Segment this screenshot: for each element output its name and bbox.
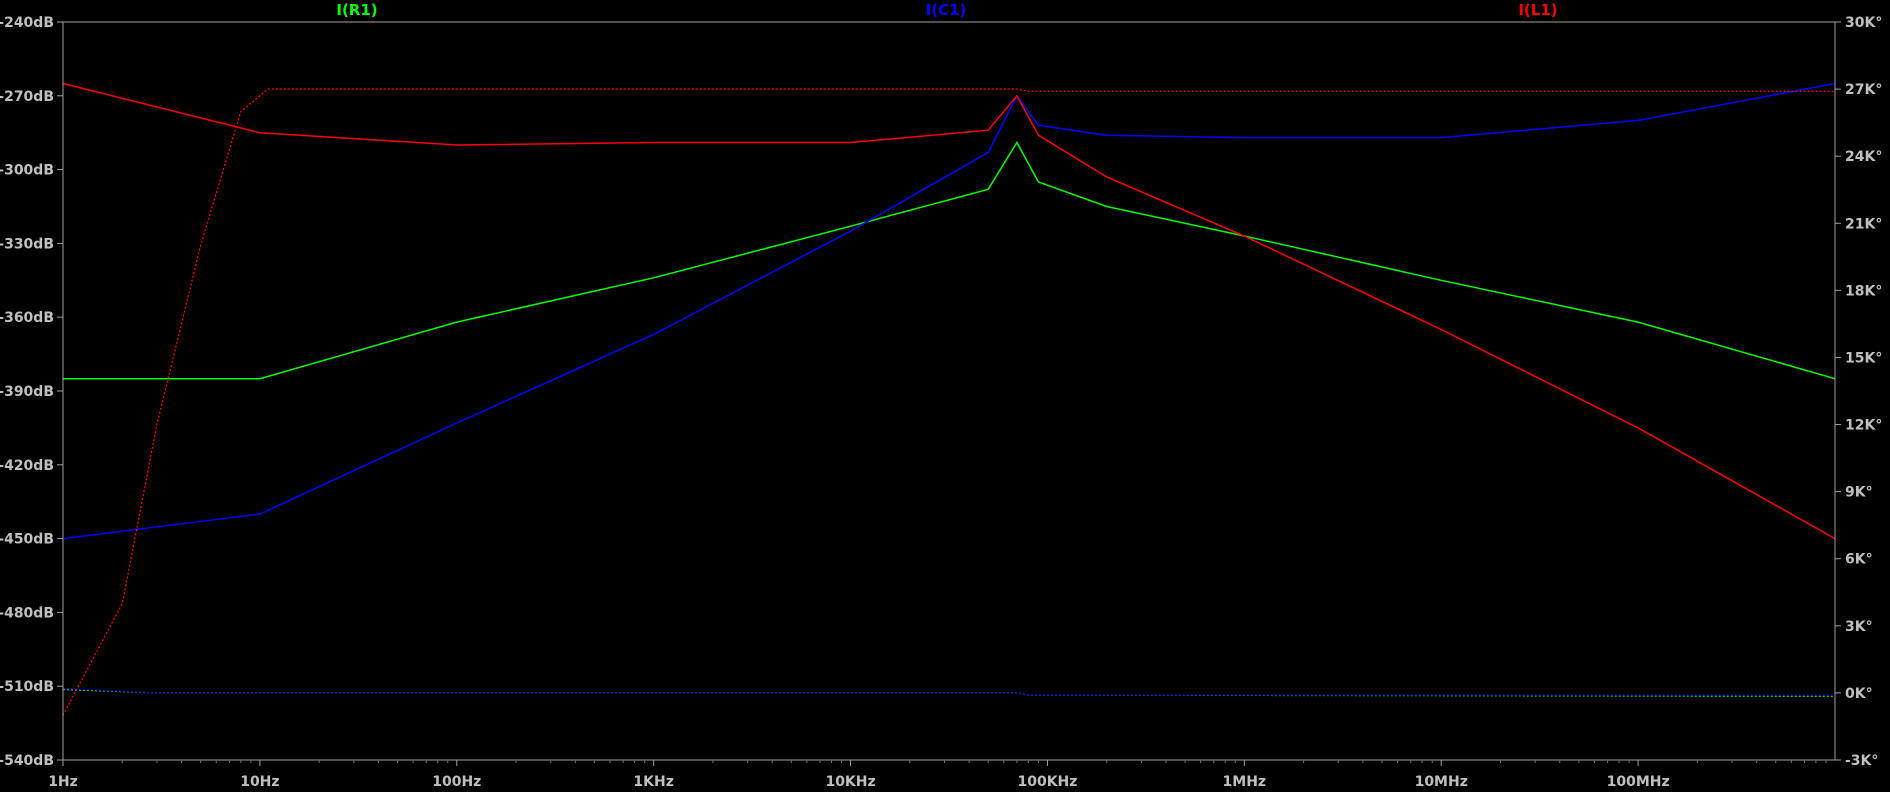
x-tick-label: 10MHz (1415, 774, 1468, 790)
phase-line-i-r1 (62, 689, 1836, 697)
legend: I(R1) I(C1) I(L1) (336, 1, 1557, 19)
y-left-tick-label: -480dB (0, 605, 54, 621)
magnitude-line-i-l1 (62, 82, 1836, 540)
y-right-tick-label: 9K° (1845, 485, 1873, 501)
x-tick-label: 10KHz (825, 774, 875, 790)
x-tick-label: 100KHz (1017, 774, 1077, 790)
y-left-tick-label: -270dB (0, 89, 54, 105)
y-left-tick-label: -330dB (0, 236, 54, 252)
y-left-tick-label: -390dB (0, 384, 54, 400)
legend-i-r1: I(R1) (336, 1, 377, 19)
y-right-tick-label: -3K° (1845, 753, 1878, 769)
y-right-tick-label: 30K° (1845, 15, 1882, 31)
y-axis-left: -240dB -270dB -300dB -330dB -360dB -390dB -420… (0, 15, 63, 769)
magnitude-line-i-r1 (63, 141, 1836, 380)
x-tick-label: 100MHz (1607, 774, 1670, 790)
legend-i-c1: I(C1) (926, 1, 967, 19)
y-left-tick-label: -450dB (0, 532, 54, 548)
y-left-tick-label: -420dB (0, 458, 54, 474)
y-left-tick-label: -240dB (0, 15, 54, 31)
x-tick-label: 10Hz (240, 774, 279, 790)
y-left-tick-label: -510dB (0, 679, 54, 695)
y-right-tick-label: 21K° (1845, 216, 1882, 232)
y-left-tick-label: -360dB (0, 310, 54, 326)
x-axis: 1Hz 10Hz 100Hz 1KHz 10KHz 100KHz 1MHz 10MHz 100M… (48, 760, 1827, 790)
y-left-tick-label: -300dB (0, 163, 54, 179)
legend-i-l1: I(L1) (1518, 1, 1557, 19)
x-tick-label: 1Hz (48, 774, 78, 790)
y-right-tick-label: 6K° (1845, 552, 1873, 568)
x-tick-label: 100Hz (432, 774, 481, 790)
y-axis-right: 30K° 27K° 24K° 21K° 18K° 15K° 12K° 9K° 6K° 3K° 0K°… (1835, 15, 1882, 769)
y-right-tick-label: 12K° (1845, 418, 1882, 434)
y-right-tick-label: 18K° (1845, 283, 1882, 299)
y-right-tick-label: 15K° (1845, 350, 1882, 366)
series-layer (62, 82, 1836, 716)
x-tick-label: 1KHz (633, 774, 673, 790)
y-right-tick-label: 27K° (1845, 82, 1882, 98)
y-right-tick-label: 24K° (1845, 149, 1882, 165)
phase-line-i-l1 (62, 88, 1835, 716)
y-right-tick-label: 3K° (1845, 619, 1873, 635)
y-left-tick-label: -540dB (0, 753, 54, 769)
y-right-tick-label: 0K° (1845, 686, 1873, 702)
x-tick-label: 1MHz (1223, 774, 1267, 790)
